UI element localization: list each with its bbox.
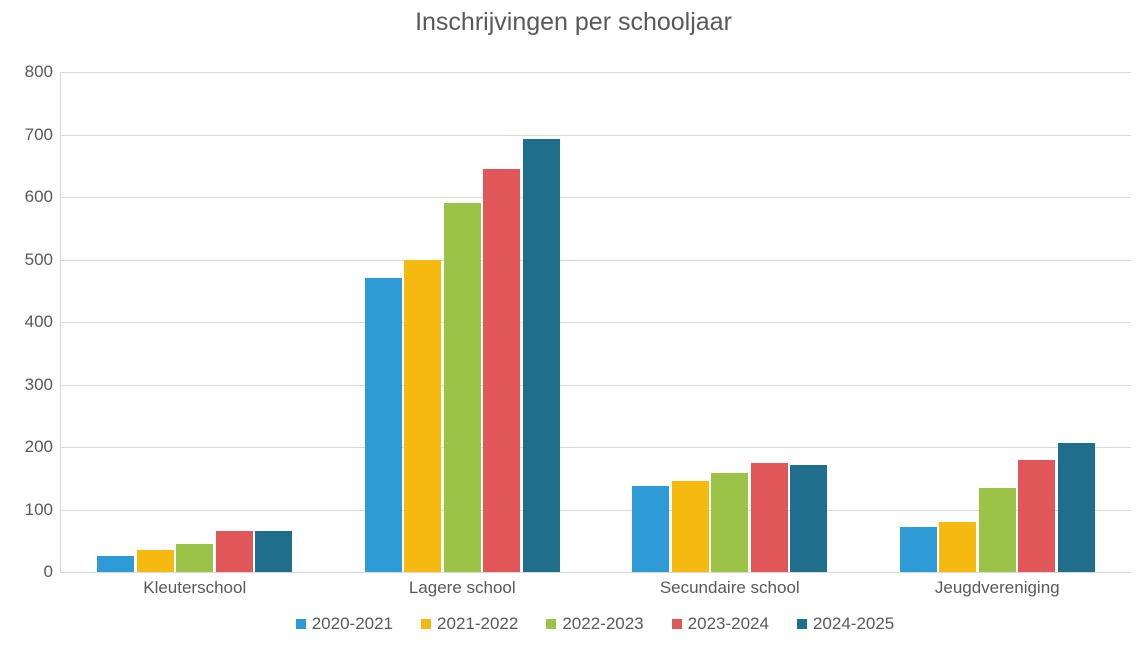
bar <box>939 522 976 572</box>
y-tick-label: 800 <box>25 62 61 82</box>
legend-label: 2021-2022 <box>437 614 518 634</box>
legend-label: 2022-2023 <box>562 614 643 634</box>
bar <box>404 260 441 573</box>
bar <box>751 463 788 572</box>
bar <box>176 544 213 572</box>
y-tick-label: 100 <box>25 500 61 520</box>
legend-item: 2022-2023 <box>546 614 643 634</box>
bar <box>979 488 1016 572</box>
legend-swatch <box>296 619 306 629</box>
legend-swatch <box>546 619 556 629</box>
bar <box>790 465 827 573</box>
legend-label: 2024-2025 <box>813 614 894 634</box>
y-tick-label: 200 <box>25 437 61 457</box>
chart-title: Inschrijvingen per schooljaar <box>0 8 1147 37</box>
bar <box>137 550 174 572</box>
chart-container: Inschrijvingen per schooljaar 0100200300… <box>0 0 1147 657</box>
legend-item: 2023-2024 <box>672 614 769 634</box>
legend-swatch <box>672 619 682 629</box>
bar <box>216 531 253 572</box>
y-tick-label: 300 <box>25 375 61 395</box>
legend-item: 2020-2021 <box>296 614 393 634</box>
y-tick-label: 600 <box>25 187 61 207</box>
bar <box>632 486 669 572</box>
x-tick-label: Lagere school <box>329 572 597 598</box>
plot-area: 0100200300400500600700800KleuterschoolLa… <box>60 72 1131 573</box>
bar <box>97 556 134 572</box>
legend-label: 2020-2021 <box>312 614 393 634</box>
bar <box>1058 443 1095 572</box>
bar <box>255 531 292 572</box>
bar <box>900 527 937 572</box>
bar <box>483 169 520 572</box>
x-tick-label: Jeugdvereniging <box>864 572 1132 598</box>
bar <box>365 278 402 572</box>
y-tick-label: 0 <box>44 562 61 582</box>
category-group <box>97 72 292 572</box>
bar <box>672 481 709 572</box>
category-group <box>900 72 1095 572</box>
category-group <box>365 72 560 572</box>
bar <box>711 473 748 572</box>
x-tick-label: Kleuterschool <box>61 572 329 598</box>
category-group <box>632 72 827 572</box>
legend-swatch <box>421 619 431 629</box>
bar <box>523 139 560 572</box>
legend-item: 2021-2022 <box>421 614 518 634</box>
y-tick-label: 400 <box>25 312 61 332</box>
y-tick-label: 700 <box>25 125 61 145</box>
bar <box>1018 460 1055 573</box>
legend-swatch <box>797 619 807 629</box>
legend-item: 2024-2025 <box>797 614 894 634</box>
x-tick-label: Secundaire school <box>596 572 864 598</box>
y-tick-label: 500 <box>25 250 61 270</box>
bar <box>444 203 481 572</box>
legend: 2020-2021 2021-2022 2022-2023 2023-2024 2024… <box>60 614 1130 634</box>
legend-label: 2023-2024 <box>688 614 769 634</box>
